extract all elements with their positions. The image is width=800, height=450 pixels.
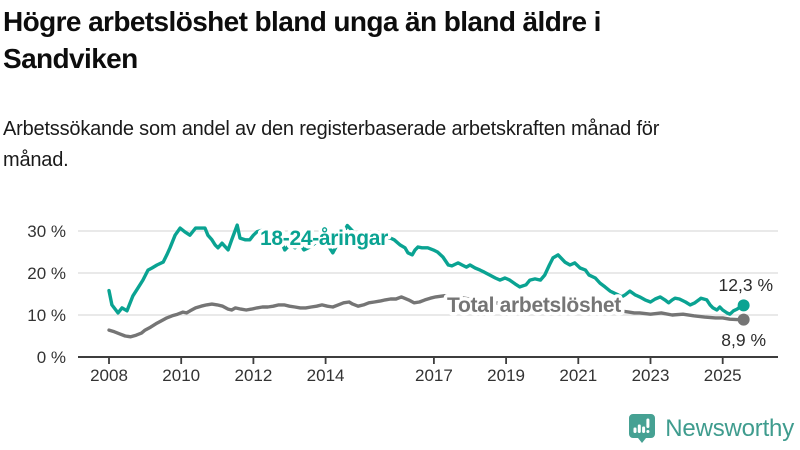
chart-title: Högre arbetslöshet bland unga än bland ä… [3,6,601,74]
x-axis-label: 2023 [632,366,670,385]
brand-name: Newsworthy [665,414,794,442]
x-axis-label: 2008 [90,366,128,385]
chart-subtitle: Arbetssökande som andel av den registerb… [3,118,660,171]
series-label-young: 18-24-åringar [260,227,388,250]
y-axis-label: 20 % [27,264,66,283]
line-chart: 2008 2010 2012 2014 2017 2019 2021 2023 2025 0 % 1… [27,222,778,385]
x-axis-label: 2021 [559,366,597,385]
y-axis-label: 30 % [27,222,66,241]
end-dot-young [737,299,750,312]
x-axis-label: 2014 [307,366,345,385]
y-axis-label: 0 % [37,348,66,367]
x-axis-label: 2010 [162,366,200,385]
x-axis-label: 2012 [234,366,272,385]
x-axis-label: 2025 [704,366,742,385]
exclamation-dot [646,430,650,433]
end-dot-total [737,313,750,326]
series-line-young [107,223,746,316]
end-value-label-young: 12,3 % [719,275,773,295]
exclamation-bar [646,418,650,428]
series-line-total [107,293,746,339]
brand-footer: Newsworthy [628,413,794,444]
y-axis-label: 10 % [27,306,66,325]
x-axis-label: 2019 [487,366,525,385]
series-label-total: Total arbetslöshet [447,294,621,317]
end-value-label-total: 8,9 % [721,330,766,350]
newsworthy-logo-icon [629,414,656,443]
x-axis-label: 2017 [415,366,453,385]
